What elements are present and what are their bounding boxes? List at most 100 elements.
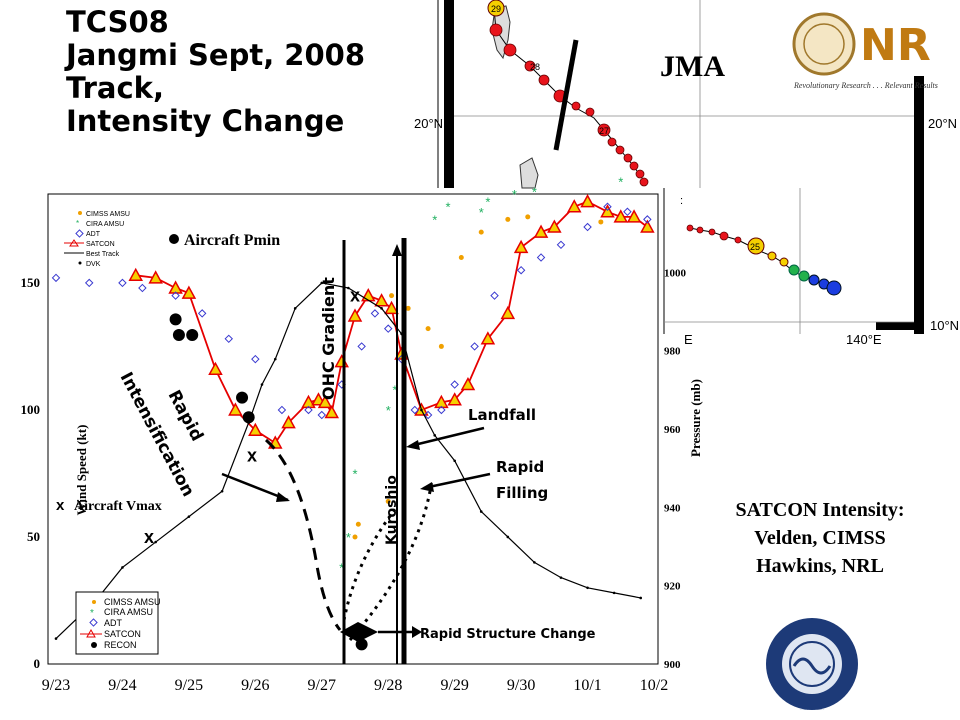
series-0-point-21 bbox=[447, 392, 462, 406]
series-3-point-0: * bbox=[339, 560, 344, 575]
ri-arrow bbox=[221, 472, 289, 502]
series-3-point-3: * bbox=[386, 403, 391, 418]
jma-label: JMA bbox=[660, 50, 725, 83]
x-tick-0: 9/23 bbox=[42, 677, 70, 694]
series-0-point-28 bbox=[567, 199, 582, 213]
series-2-point-8 bbox=[273, 357, 277, 361]
series-4-point-0 bbox=[352, 534, 358, 540]
legend-bottom-0: CIMSS AMSU bbox=[104, 597, 161, 607]
luzon-shape bbox=[519, 157, 539, 189]
ohc-label: OHC Gradient bbox=[319, 277, 338, 400]
series-2-point-10 bbox=[320, 281, 324, 285]
svg-text:*: * bbox=[76, 219, 79, 228]
x-tick-4: 9/27 bbox=[308, 677, 336, 694]
track-label-25: 25 bbox=[750, 242, 760, 252]
series-0-point-20 bbox=[434, 394, 449, 409]
series-4-point-11 bbox=[598, 219, 604, 225]
series-1-point-20 bbox=[470, 342, 479, 351]
series-2-point-15 bbox=[433, 434, 437, 437]
series-4-point-2 bbox=[385, 498, 391, 504]
series-1-point-3 bbox=[138, 283, 147, 293]
x-tick-5: 9/28 bbox=[374, 677, 402, 694]
title-line-4: Intensity Change bbox=[66, 104, 345, 138]
aircraft-pmin-2 bbox=[186, 329, 199, 341]
credit-line-1: SATCON Intensity: bbox=[735, 499, 905, 521]
map-lon-e: E bbox=[684, 332, 693, 347]
title-line-3: Track, bbox=[66, 71, 164, 105]
series-1-point-19 bbox=[450, 380, 459, 389]
series-1-point-1 bbox=[84, 278, 94, 288]
legend-bottom-2: ADT bbox=[104, 618, 123, 628]
track-label-29: 29 bbox=[491, 4, 501, 14]
x-tick-7: 9/30 bbox=[507, 677, 535, 694]
series-4-point-10 bbox=[525, 214, 531, 220]
series-1-point-5 bbox=[197, 309, 207, 318]
series-0-point-31 bbox=[613, 209, 629, 223]
y-left-tick-1: 50 bbox=[27, 529, 40, 544]
svg-text:*: * bbox=[90, 608, 94, 619]
legend-top-0: CIMSS AMSU bbox=[86, 211, 130, 218]
series-2-point-21 bbox=[586, 586, 589, 590]
nr-wordmark: NR bbox=[860, 20, 931, 71]
legend-top-4: Best Track bbox=[86, 251, 120, 258]
map-lon-140: 140°E bbox=[846, 332, 882, 347]
series-3-point-9: * bbox=[512, 187, 517, 202]
series-3-point-7: * bbox=[479, 205, 484, 220]
series-2-point-5 bbox=[220, 489, 224, 493]
credit-block: SATCON Intensity: Velden, CIMSS Hawkins,… bbox=[700, 496, 940, 580]
series-0-point-11 bbox=[317, 394, 333, 409]
map-lat-20-right: 20°N bbox=[928, 116, 957, 131]
y-right-tick-5: 1000 bbox=[664, 267, 687, 279]
y-right-tick-2: 940 bbox=[664, 502, 681, 514]
map-frame-right bbox=[914, 76, 924, 188]
series-1-point-6 bbox=[224, 334, 233, 344]
series-1-point-24 bbox=[556, 240, 566, 250]
legend-top-1: CIRA AMSU bbox=[86, 221, 124, 228]
series-1-point-18 bbox=[437, 405, 446, 415]
series-2-point-3 bbox=[154, 540, 157, 544]
series-3-point-5: * bbox=[432, 212, 437, 227]
series-0-point-29 bbox=[580, 194, 595, 208]
x-tick-8: 10/1 bbox=[573, 677, 601, 694]
series-1-point-8 bbox=[277, 405, 287, 415]
series-2-point-0 bbox=[54, 637, 58, 640]
map-frame-left bbox=[444, 0, 454, 188]
y-left-tick-2: 100 bbox=[21, 402, 41, 417]
legend-bottom-1: CIRA AMSU bbox=[104, 607, 153, 617]
aircraft-vmax-0: x bbox=[144, 527, 154, 547]
series-0-point-4 bbox=[208, 361, 223, 376]
series-0-point-17 bbox=[384, 300, 399, 315]
y-right-axis: 900 920 940 960 980 1000 bbox=[664, 267, 687, 671]
series-4-point-1 bbox=[355, 521, 361, 527]
y-left-axis: 0 50 100 150 bbox=[21, 275, 41, 671]
legend-bottom: CIMSS AMSU * CIRA AMSU ADT SATCON RECON bbox=[75, 591, 161, 655]
series-1-point-7 bbox=[251, 354, 260, 364]
nr-seal-icon bbox=[792, 12, 856, 76]
series-2-point-23 bbox=[639, 596, 643, 600]
map-panel-side: : 25 10°N 140°E E bbox=[663, 188, 959, 347]
series-3-point-11: * bbox=[618, 174, 623, 189]
series-2-point-16 bbox=[453, 459, 456, 463]
series-0-point-24 bbox=[500, 305, 516, 320]
y-right-tick-0: 900 bbox=[664, 659, 681, 671]
series-2-point-7 bbox=[260, 383, 264, 386]
y-right-tick-1: 920 bbox=[664, 581, 681, 593]
series-4-point-5 bbox=[425, 326, 431, 332]
series-2-point-9 bbox=[293, 307, 297, 310]
series-1-point-13 bbox=[370, 309, 380, 318]
series-1-point-27 bbox=[623, 207, 632, 217]
series-0-point-27 bbox=[547, 219, 562, 233]
x-tick-2: 9/25 bbox=[175, 677, 203, 694]
series-1-point-23 bbox=[536, 253, 546, 262]
title-line-1: TCS08 bbox=[66, 5, 169, 39]
credit-line-2: Velden, CIMSS bbox=[754, 527, 886, 549]
series-3-point-4: * bbox=[392, 383, 397, 398]
series-2-point-18 bbox=[506, 535, 510, 539]
series-1-point-12 bbox=[357, 342, 366, 351]
series-1-point-10 bbox=[317, 410, 327, 420]
series-1-point-28 bbox=[643, 215, 652, 224]
series-2-point-12 bbox=[380, 307, 383, 310]
series-1-point-26 bbox=[603, 202, 612, 211]
series-3-point-10: * bbox=[532, 184, 537, 199]
